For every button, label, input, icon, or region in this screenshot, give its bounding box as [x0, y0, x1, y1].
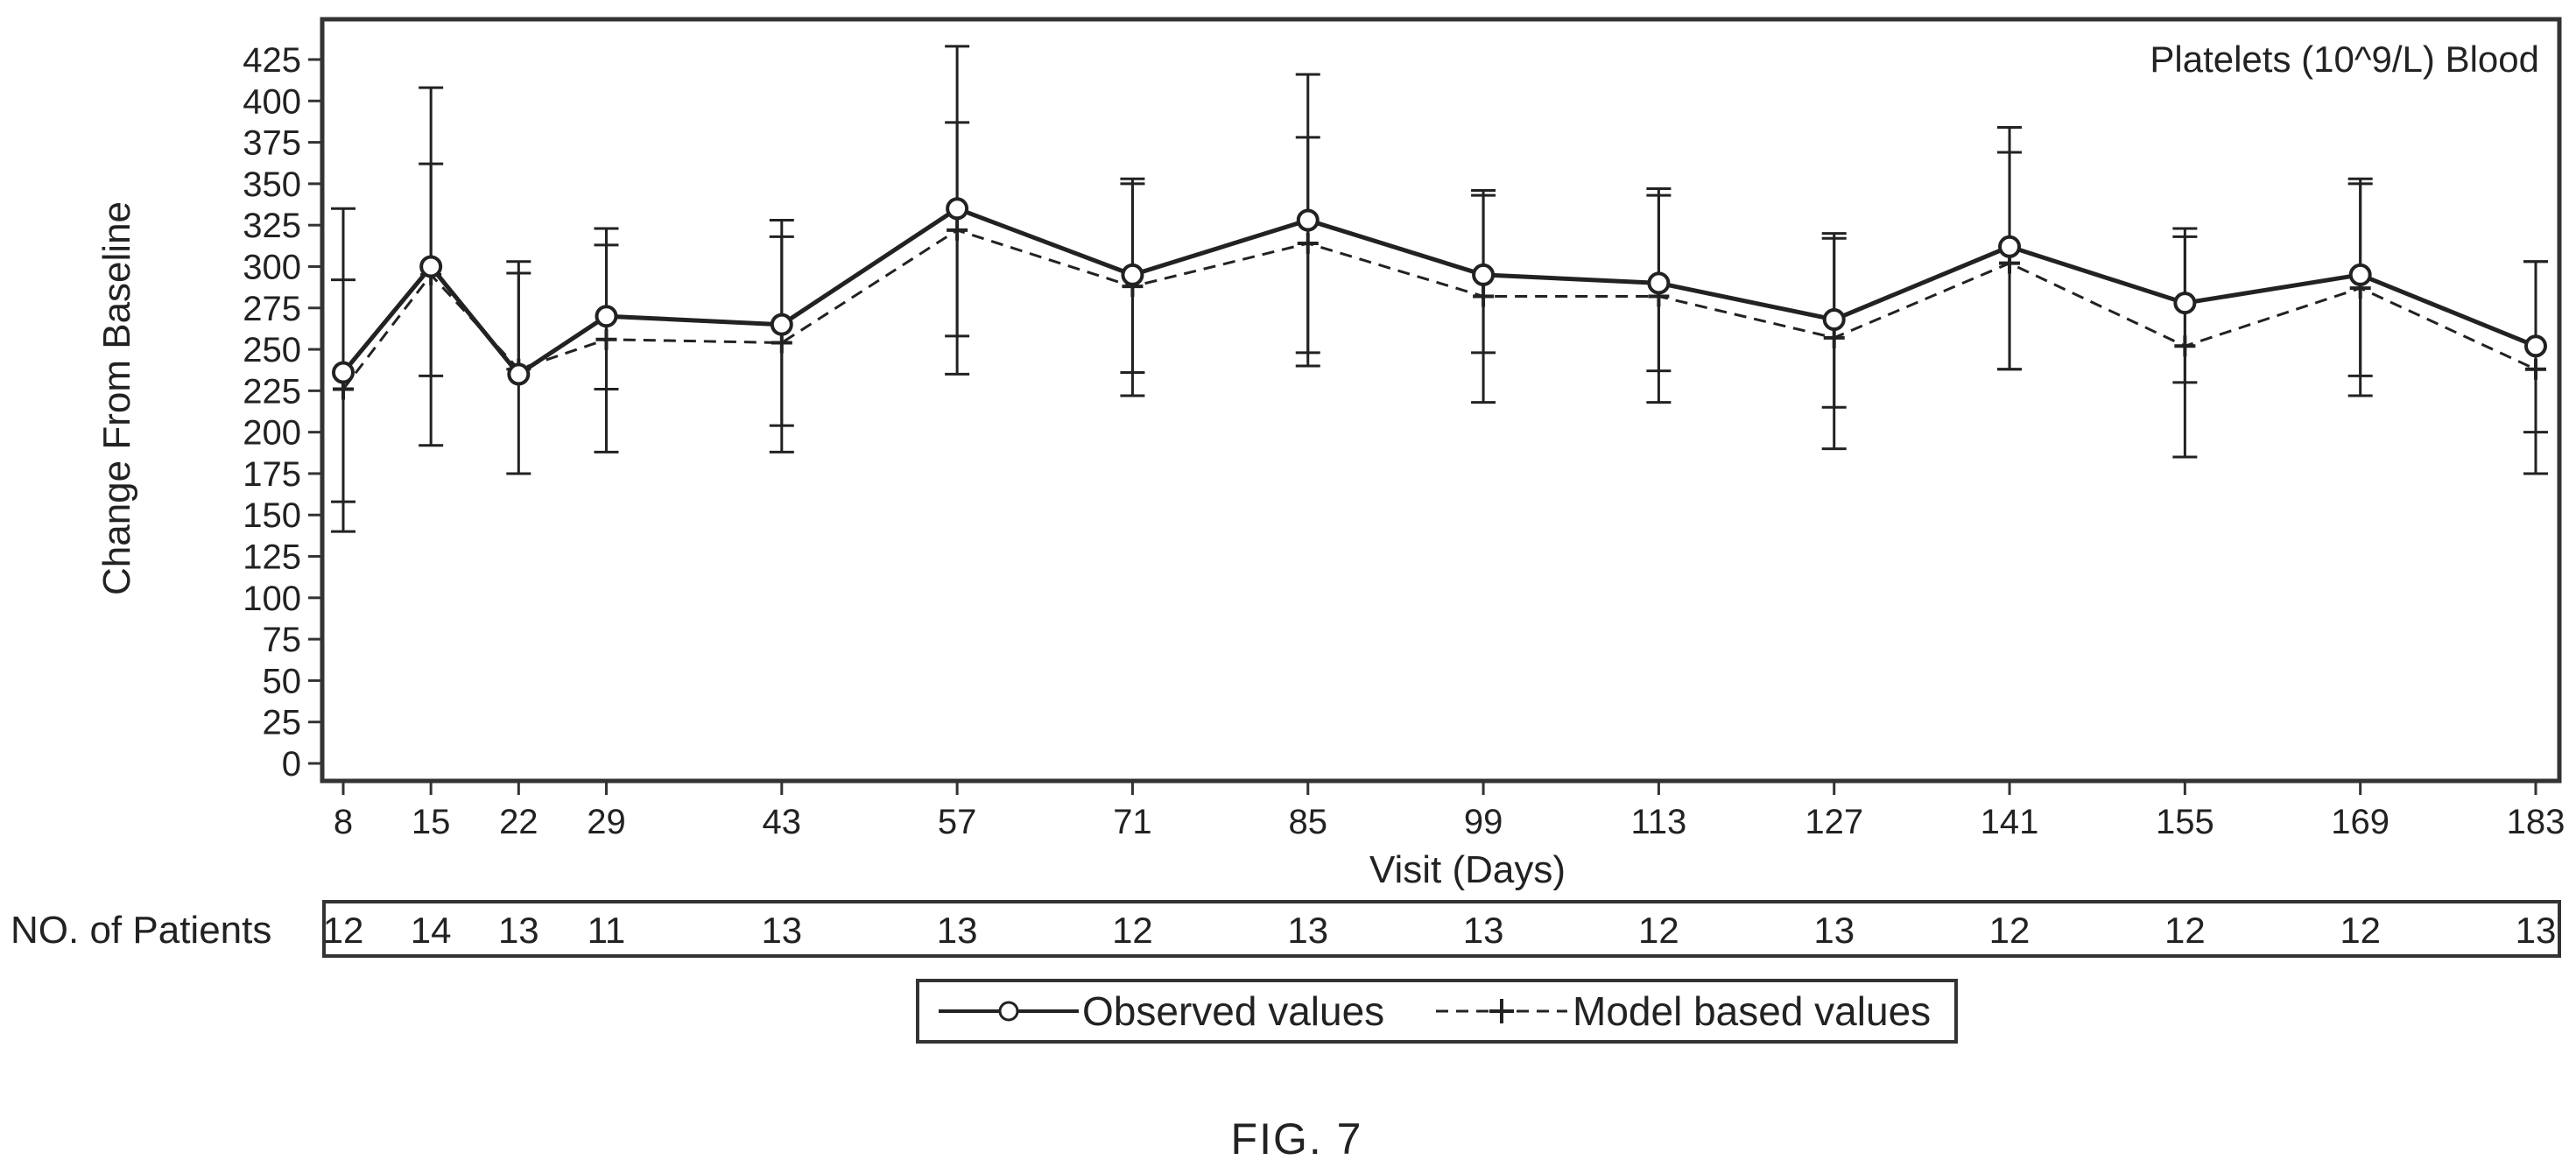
observed-point	[1998, 235, 2022, 258]
observed-point	[419, 255, 443, 278]
figure-caption: FIG. 7	[1231, 1114, 1363, 1163]
y-tick-label: 225	[243, 372, 301, 411]
x-tick-label: 99	[1464, 803, 1503, 841]
patients-count: 13	[2516, 910, 2557, 951]
model-point	[2174, 335, 2196, 357]
x-axis-label: Visit (Days)	[1369, 848, 1566, 891]
model-errorbars	[331, 121, 2548, 503]
observed-point	[946, 197, 969, 221]
observed-point	[2524, 334, 2547, 358]
legend-model-label: Model based values	[1573, 988, 1931, 1034]
y-tick-label: 350	[243, 165, 301, 204]
model-markers	[333, 219, 2546, 400]
x-tick-label: 141	[1981, 803, 2039, 841]
y-tick-label: 375	[243, 124, 301, 163]
patients-count: 12	[1638, 910, 1679, 951]
model-point	[947, 219, 968, 241]
patients-row: 12 14 13 11 13 13 12 13 13 12 13 12 12 12 13	[323, 910, 2557, 951]
y-tick-label: 50	[263, 662, 302, 700]
y-tick-label: 175	[243, 455, 301, 494]
x-tick-label: 169	[2331, 803, 2389, 841]
patients-count: 13	[937, 910, 978, 951]
observed-point	[1296, 208, 1320, 232]
observed-errorbars	[331, 45, 2548, 533]
x-tick-label: 155	[2156, 803, 2214, 841]
y-tick-label: 75	[263, 621, 302, 659]
x-tick-label: 85	[1289, 803, 1328, 841]
legend-observed-marker	[998, 1001, 1019, 1022]
x-tick-label: 8	[334, 803, 353, 841]
y-tick-label: 325	[243, 207, 301, 245]
x-tick-label: 43	[763, 803, 802, 841]
observed-point	[2173, 292, 2197, 315]
observed-point	[332, 361, 355, 384]
x-tick-label: 57	[938, 803, 977, 841]
y-tick-label: 200	[243, 414, 301, 453]
legend-observed-label: Observed values	[1082, 988, 1384, 1034]
patients-count: 13	[498, 910, 539, 951]
observed-markers	[332, 197, 2547, 386]
y-tick-label: 125	[243, 538, 301, 577]
y-axis-label: Change From Baseline	[95, 201, 138, 595]
observed-point	[1647, 271, 1671, 295]
y-tick-label: 275	[243, 290, 301, 328]
x-tick-label: 22	[499, 803, 538, 841]
observed-point	[1472, 263, 1496, 286]
patients-count: 11	[588, 910, 626, 951]
model-point	[2525, 358, 2546, 380]
x-tick-label: 113	[1631, 803, 1687, 841]
observed-point	[1121, 263, 1144, 286]
model-point	[595, 328, 617, 350]
y-tick-label: 150	[243, 496, 301, 535]
patients-count: 12	[2164, 910, 2206, 951]
patients-count: 12	[2340, 910, 2381, 951]
plot-frame	[320, 17, 2562, 784]
observed-series-line	[341, 206, 2537, 377]
observed-point	[770, 313, 793, 336]
patients-count: 13	[761, 910, 802, 951]
observed-point	[1822, 308, 1846, 332]
x-axis: 8 15 22 29 43 57 71 85 99 113 127 141 155 169 183	[334, 781, 2565, 841]
y-tick-label: 300	[243, 248, 301, 286]
legend-box	[916, 979, 1958, 1044]
patients-count: 12	[1989, 910, 2031, 951]
observed-point	[507, 362, 531, 386]
patients-count: 12	[1112, 910, 1153, 951]
observed-point	[595, 305, 618, 328]
y-tick-label: 25	[263, 704, 302, 742]
y-tick-label: 425	[243, 41, 301, 80]
patients-count: 13	[1813, 910, 1855, 951]
y-tick-label: 0	[282, 745, 301, 784]
x-tick-label: 15	[412, 803, 451, 841]
x-tick-label: 71	[1113, 803, 1152, 841]
legend-model-marker	[1489, 999, 1514, 1023]
model-series-line	[341, 228, 2537, 390]
patients-count: 12	[323, 910, 364, 951]
patients-count: 13	[1463, 910, 1504, 951]
y-tick-label: 400	[243, 82, 301, 121]
patients-row-label: NO. of Patients	[11, 909, 271, 952]
model-point	[1297, 232, 1319, 254]
x-tick-label: 29	[587, 803, 626, 841]
y-tick-label: 250	[243, 331, 301, 369]
patients-count: 13	[1287, 910, 1328, 951]
chart-title: Platelets (10^9/L) Blood	[2150, 39, 2539, 80]
observed-point	[2348, 263, 2372, 286]
patients-row-box	[322, 900, 2561, 958]
model-point	[1473, 285, 1495, 307]
y-tick-label: 100	[243, 580, 301, 618]
patients-count: 14	[411, 910, 452, 951]
legend: Observed values Model based values	[916, 979, 1958, 1044]
x-tick-label: 183	[2507, 803, 2565, 841]
x-tick-label: 127	[1805, 803, 1863, 841]
